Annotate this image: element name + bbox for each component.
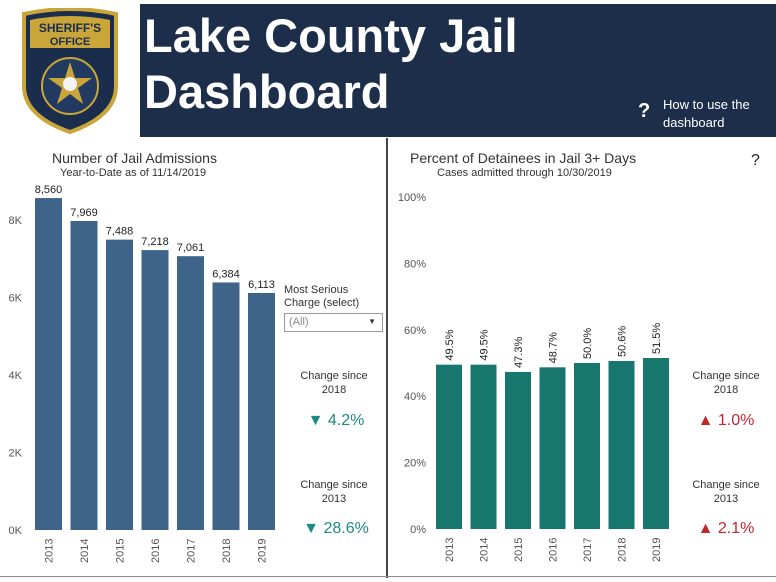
detainees-xtick-label: 2015	[513, 538, 525, 562]
admissions-value-label: 7,218	[141, 236, 169, 248]
detainees-ytick-label: 20%	[404, 458, 426, 470]
detainees-value-label: 51.5%	[651, 323, 663, 354]
right-kpi1-value: ▲ 1.0%	[697, 412, 755, 429]
right-chart-title: Percent of Detainees in Jail 3+ Days	[410, 150, 637, 166]
title-line-1: Lake County Jail	[144, 9, 518, 62]
detainees-bar	[574, 363, 600, 529]
detainees-value-label: 50.6%	[617, 326, 629, 357]
detainees-xtick-label: 2013	[444, 538, 456, 562]
detainees-value-label: 48.7%	[548, 332, 560, 363]
detainees-bar-chart: 0% 20% 40% 60% 80% 100% 49.5% 2013 49.5% 2014 47.3…	[398, 192, 669, 562]
detainees-bar	[436, 364, 462, 529]
admissions-ytick-label: 4K	[9, 370, 23, 382]
admissions-value-label: 7,969	[70, 207, 98, 219]
admissions-bar	[35, 198, 62, 530]
admissions-xtick-label: 2014	[79, 539, 91, 563]
detainees-bar	[643, 358, 669, 529]
admissions-value-label: 8,560	[35, 184, 63, 196]
header: SHERIFF'S OFFICE Lake County Jail Dashbo…	[0, 0, 776, 138]
admissions-value-label: 7,488	[106, 226, 134, 238]
right-chart-subtitle: Cases admitted through 10/30/2019	[437, 167, 612, 179]
detainees-xtick-label: 2017	[582, 538, 594, 562]
charge-filter-value: (All)	[289, 316, 309, 328]
admissions-bar	[248, 292, 275, 530]
admissions-value-label: 7,061	[177, 242, 205, 254]
bottom-divider	[0, 576, 776, 577]
left-kpi1-label: Change since 2018	[300, 370, 368, 396]
detainees-ytick-label: 80%	[404, 258, 426, 270]
detainees-bar	[539, 367, 566, 529]
left-kpi1-value: ▼ 4.2%	[307, 412, 365, 429]
page-title: Lake County Jail Dashboard	[144, 8, 518, 120]
admissions-xtick-label: 2018	[221, 539, 233, 563]
detainees-value-label: 47.3%	[513, 337, 525, 368]
charge-filter-select[interactable]: (All) ▼	[284, 313, 383, 332]
detainees-value-label: 49.5%	[444, 329, 456, 360]
help-icon[interactable]: ?	[638, 100, 651, 122]
chevron-down-icon: ▼	[368, 317, 376, 326]
admissions-bar	[212, 282, 240, 530]
right-kpi1-label: Change since 2018	[692, 370, 760, 396]
detainees-value-label: 50.0%	[582, 328, 594, 359]
left-kpi2-label: Change since 2013	[300, 479, 368, 505]
detainees-bar	[608, 361, 635, 529]
detainees-bar	[470, 364, 497, 529]
admissions-xtick-label: 2013	[44, 539, 56, 563]
badge-text-top: SHERIFF'S	[39, 21, 101, 35]
admissions-bar	[70, 220, 98, 530]
left-kpi2-value: ▼ 28.6%	[303, 520, 369, 537]
detainees-bar	[505, 371, 531, 529]
admissions-xtick-label: 2019	[257, 539, 269, 563]
admissions-ytick-label: 2K	[9, 447, 23, 459]
detainees-xtick-label: 2019	[651, 538, 663, 562]
title-line-2: Dashboard	[144, 65, 390, 118]
detainees-xtick-label: 2018	[617, 538, 629, 562]
admissions-bar	[177, 256, 204, 530]
right-kpi2-label: Change since 2013	[692, 479, 760, 505]
admissions-xtick-label: 2016	[150, 539, 162, 563]
right-help-icon[interactable]: ?	[751, 152, 760, 169]
charge-filter-label: Most Serious Charge (select)	[284, 284, 360, 309]
detainees-value-label: 49.5%	[479, 329, 491, 360]
detainees-ytick-label: 100%	[398, 192, 426, 204]
admissions-bar	[106, 239, 133, 530]
admissions-ytick-label: 0K	[9, 525, 23, 537]
detainees-ytick-label: 0%	[410, 524, 426, 536]
help-link[interactable]: How to use the dashboard	[663, 97, 750, 130]
panel-divider	[386, 138, 388, 578]
badge-text-bottom: OFFICE	[50, 36, 90, 48]
header-bar	[140, 4, 776, 137]
admissions-ytick-label: 6K	[9, 292, 23, 304]
admissions-ytick-label: 8K	[9, 215, 23, 227]
admissions-bar-chart: 0K 2K 4K 6K 8K 8,560 2013 7,969 2014 7,488 2015 7,2…	[9, 184, 275, 563]
detainees-xtick-label: 2016	[548, 538, 560, 562]
left-chart-subtitle: Year-to-Date as of 11/14/2019	[60, 167, 207, 179]
sheriff-badge-logo: SHERIFF'S OFFICE	[22, 8, 118, 134]
detainees-ytick-label: 60%	[404, 325, 426, 337]
detainees-ytick-label: 40%	[404, 391, 426, 403]
admissions-value-label: 6,113	[248, 279, 275, 291]
right-kpi2-value: ▲ 2.1%	[697, 520, 755, 537]
admissions-value-label: 6,384	[212, 268, 240, 280]
admissions-xtick-label: 2017	[186, 539, 198, 563]
detainees-xtick-label: 2014	[479, 538, 491, 562]
admissions-xtick-label: 2015	[115, 539, 127, 563]
left-chart-title: Number of Jail Admissions	[52, 150, 217, 166]
admissions-bar	[141, 250, 169, 530]
